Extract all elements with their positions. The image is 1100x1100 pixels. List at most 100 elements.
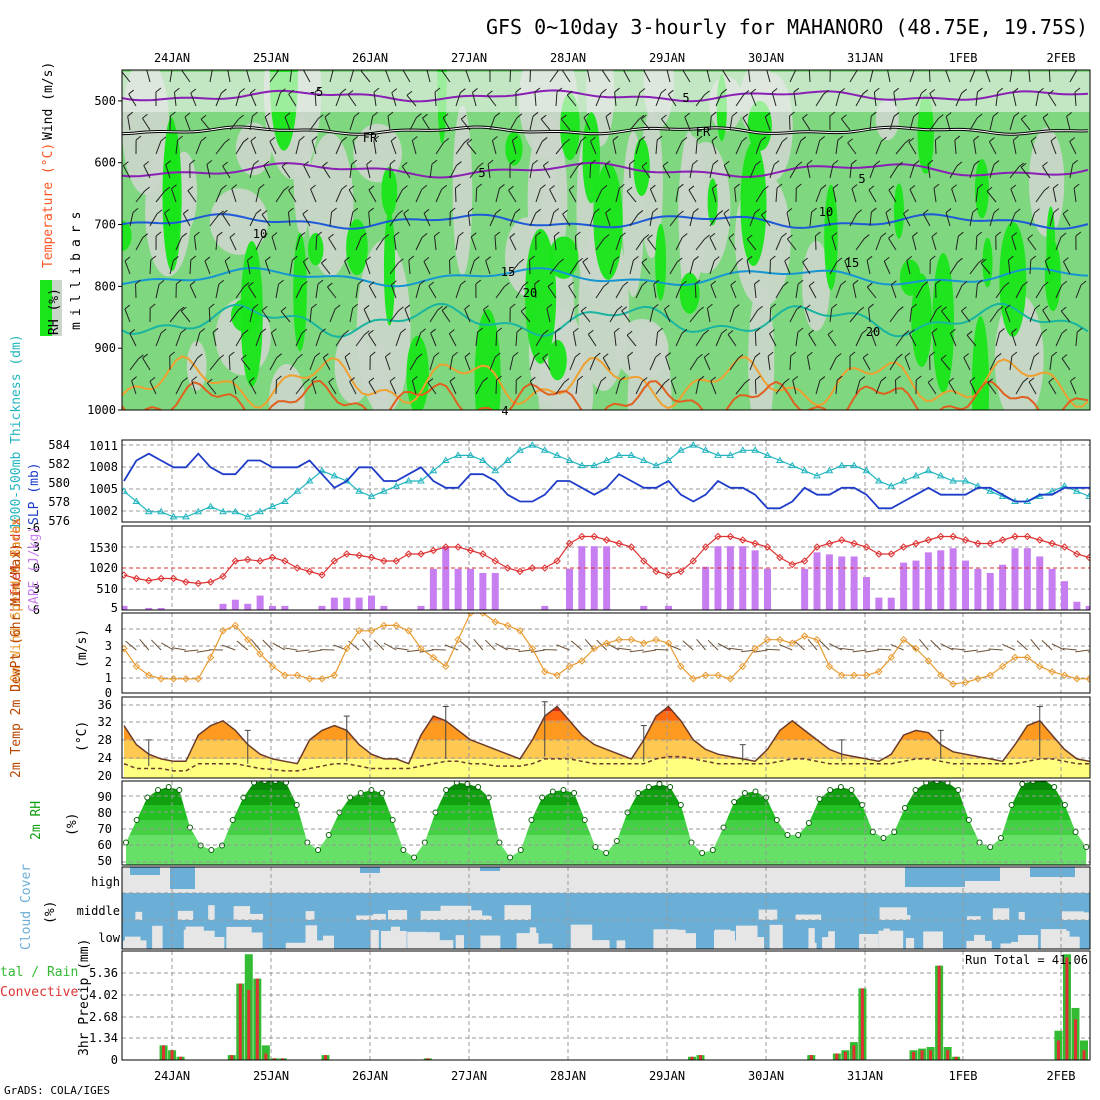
wind-barb-flag bbox=[737, 354, 744, 359]
wind-barb-flag bbox=[1011, 232, 1018, 238]
wind-barb-flag bbox=[600, 376, 607, 382]
wind-barb-10m bbox=[295, 649, 310, 653]
cloud-low-gap bbox=[598, 940, 610, 949]
wind-barb-flag bbox=[222, 161, 228, 167]
wind-barb bbox=[870, 332, 877, 347]
wind-barb bbox=[229, 310, 239, 323]
rh-point bbox=[901, 805, 908, 811]
wind-barb-flag bbox=[183, 209, 189, 215]
wind-barb-flag bbox=[503, 282, 510, 288]
cape-bar bbox=[974, 568, 982, 610]
wind-barb bbox=[1069, 164, 1074, 179]
wind-barb-flag bbox=[487, 159, 494, 165]
wind-barb-flag bbox=[770, 255, 776, 261]
y-tick-label: -3 bbox=[26, 540, 40, 554]
rh-point bbox=[1072, 829, 1079, 835]
rh-point bbox=[229, 817, 236, 823]
wind-barb-flag bbox=[443, 137, 450, 143]
cape-bar bbox=[318, 605, 326, 610]
wind-barb bbox=[221, 214, 231, 227]
wind-barb-flag bbox=[560, 114, 567, 120]
wind-barb-flag bbox=[204, 256, 211, 262]
wind-barb bbox=[987, 382, 997, 395]
wind-barb-flag bbox=[800, 136, 807, 142]
wind-barb-flag bbox=[334, 304, 341, 310]
lifted-index-line-point bbox=[565, 539, 574, 548]
wind-barb-flag bbox=[857, 70, 859, 71]
wind-barb-flag bbox=[698, 306, 704, 312]
thickness-line-point bbox=[615, 451, 623, 458]
wind-barb-flag bbox=[776, 183, 783, 189]
wind-barb-flag bbox=[935, 279, 941, 285]
wind-barb-flag bbox=[796, 305, 802, 310]
wind-barb-flag bbox=[693, 208, 699, 213]
contour-label: 5 bbox=[858, 172, 865, 186]
wind-barb bbox=[263, 165, 271, 179]
wind-barb-10m bbox=[151, 639, 162, 651]
wind-barb-flag bbox=[249, 377, 255, 383]
y-tick-label: 1 bbox=[105, 671, 112, 685]
wind-barb bbox=[1048, 381, 1057, 395]
wind-barb-flag bbox=[221, 209, 228, 215]
wind-barb bbox=[229, 237, 237, 251]
wind-barb-flag bbox=[896, 353, 903, 359]
wind-barb-flag bbox=[588, 329, 594, 335]
wind-barb-flag bbox=[434, 87, 441, 93]
wind-barb-flag bbox=[861, 328, 868, 334]
wind-barb-flag bbox=[696, 135, 703, 141]
wind-barb bbox=[711, 140, 717, 155]
wind-barb bbox=[295, 333, 303, 347]
wind-barb-flag bbox=[173, 256, 179, 261]
wind-barb-flag bbox=[1042, 305, 1048, 311]
wind-speed-line-point bbox=[763, 635, 772, 644]
thickness-line-point bbox=[417, 477, 425, 484]
wind-barb-flag bbox=[512, 136, 518, 141]
wind-barb bbox=[869, 164, 876, 179]
wind-barb bbox=[1055, 285, 1063, 299]
wind-speed-line-point bbox=[1048, 667, 1056, 676]
wind-barb bbox=[852, 284, 857, 299]
wind-barb-10m bbox=[196, 649, 211, 653]
wind-barb bbox=[789, 70, 797, 83]
rh-point bbox=[603, 850, 610, 856]
wind-barb bbox=[322, 165, 331, 179]
wind-barb bbox=[1029, 259, 1032, 275]
wind-barb-flag bbox=[566, 90, 573, 96]
wind-barb-flag bbox=[915, 375, 922, 381]
wind-barb bbox=[849, 310, 860, 323]
wind-barb-flag bbox=[633, 256, 639, 261]
wind-barb-flag bbox=[676, 257, 683, 263]
rh-point bbox=[261, 781, 268, 784]
wind-barb-flag bbox=[1020, 162, 1027, 168]
wind-barb bbox=[311, 140, 317, 155]
wind-barb bbox=[429, 356, 435, 371]
wind-barb bbox=[269, 70, 279, 83]
thickness-line-point bbox=[602, 456, 611, 463]
wind-barb-flag bbox=[387, 111, 394, 117]
cloud-panel: high middle low Cloud Cover (%) bbox=[19, 864, 1091, 950]
contour-label: 5 bbox=[478, 166, 485, 180]
wind-barb bbox=[969, 262, 979, 275]
cloud-low-gap bbox=[878, 930, 904, 949]
wind-barb-flag bbox=[577, 257, 583, 263]
wind-barb bbox=[868, 189, 877, 203]
rh-point bbox=[571, 790, 578, 796]
rh-moist-patch bbox=[679, 272, 700, 314]
upper-ylabel-rh: RH (%) bbox=[47, 288, 62, 335]
wind-barb bbox=[131, 380, 137, 395]
wind-barb-flag bbox=[995, 231, 1002, 237]
wind-barb-flag bbox=[464, 352, 471, 358]
wind-barb-flag bbox=[770, 303, 777, 309]
wind-barb bbox=[430, 332, 437, 347]
wind-barb bbox=[904, 356, 911, 371]
cape-bar bbox=[1085, 605, 1090, 610]
wind-barb bbox=[966, 334, 977, 347]
wind-barb-flag bbox=[755, 375, 761, 381]
isotherm-25 bbox=[122, 355, 1089, 410]
wind-barb-flag bbox=[171, 184, 177, 190]
wind-barb-flag bbox=[831, 232, 838, 237]
wind-barb bbox=[711, 188, 717, 203]
wind-barb-flag bbox=[1075, 231, 1082, 237]
lifted-index-line-point bbox=[429, 546, 438, 555]
wind-barb bbox=[695, 238, 706, 251]
